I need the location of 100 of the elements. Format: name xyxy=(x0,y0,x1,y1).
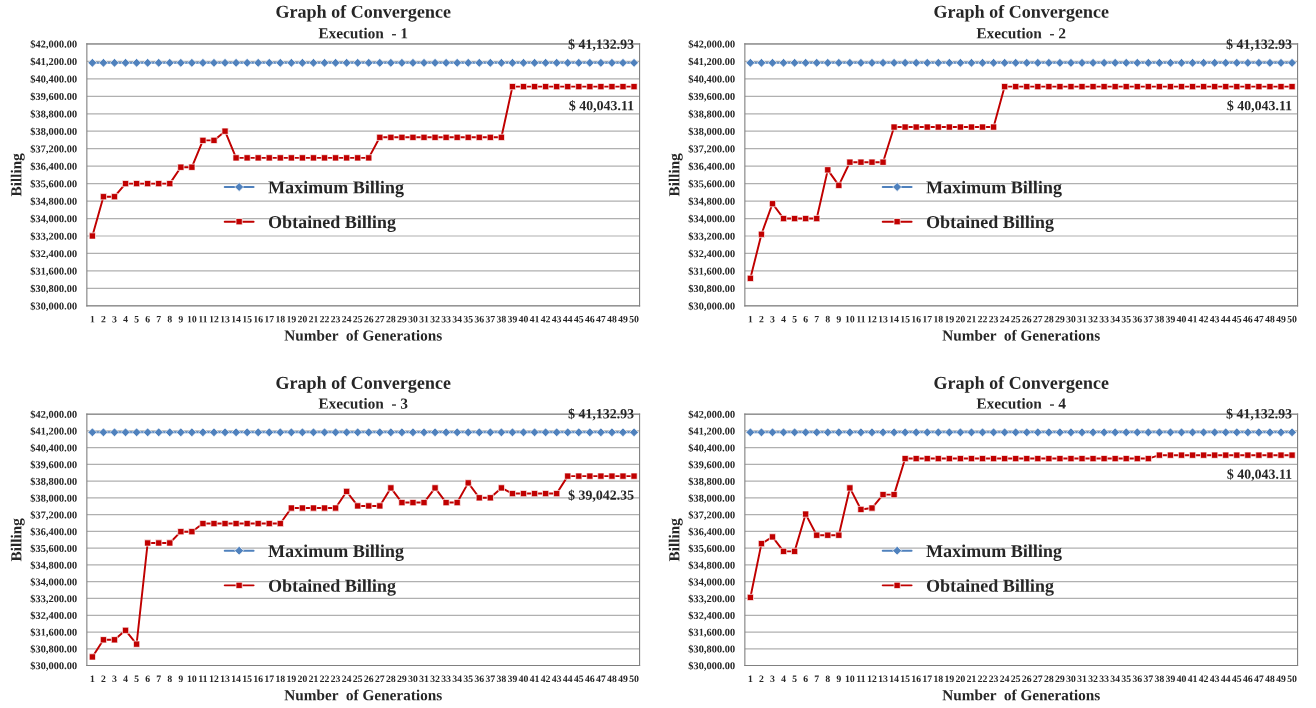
y-tick-label: $40,400.00 xyxy=(30,74,77,85)
x-tick-label: 26 xyxy=(364,675,374,683)
y-tick-label: $37,200.00 xyxy=(30,144,77,154)
x-tick-label: 28 xyxy=(1044,675,1054,683)
x-tick-label: 35 xyxy=(463,675,473,683)
x-tick-label: 20 xyxy=(955,675,965,683)
x-tick-label: 3 xyxy=(770,675,775,683)
y-tick-label: $42,000.00 xyxy=(688,39,735,50)
x-tick-label: 27 xyxy=(375,675,385,682)
x-tick-label: 49 xyxy=(618,315,628,323)
x-tick-label: 23 xyxy=(331,675,341,683)
legend-label: Maximum Billing xyxy=(926,544,1062,561)
x-tick-label: 37 xyxy=(1143,315,1153,323)
x-tick-label: 32 xyxy=(430,315,440,323)
y-tick-label: $34,800.00 xyxy=(688,561,735,571)
x-tick-label: 8 xyxy=(167,675,172,683)
x-tick-label: 7 xyxy=(156,315,161,323)
x-tick-label: 36 xyxy=(1132,315,1142,323)
x-tick-label: 6 xyxy=(145,315,150,323)
y-tick-label: $37,200.00 xyxy=(688,510,735,520)
x-tick-label: 13 xyxy=(220,315,230,323)
x-tick-label: 41 xyxy=(529,315,539,323)
x-tick-label: 23 xyxy=(989,315,999,323)
x-tick-label: 22 xyxy=(320,315,329,323)
x-tick-label: 33 xyxy=(1099,315,1109,323)
x-tick-label: 44 xyxy=(562,315,573,323)
y-tick-label: $30,800.00 xyxy=(688,284,735,294)
y-tick-label: $34,800.00 xyxy=(30,561,77,571)
x-tick-label: 25 xyxy=(353,675,363,683)
x-tick-label: 33 xyxy=(441,675,451,683)
x-tick-label: 4 xyxy=(781,675,786,682)
x-tick-label: 10 xyxy=(187,315,197,323)
x-tick-label: 46 xyxy=(585,315,595,323)
x-tick-label: 39 xyxy=(1165,675,1175,683)
x-tick-label: 18 xyxy=(276,315,285,323)
y-tick-label: $36,400.00 xyxy=(688,527,735,537)
y-axis-title: Billing xyxy=(10,518,25,562)
y-tick-label: $34,800.00 xyxy=(688,197,735,207)
x-tick-label: 47 xyxy=(596,315,606,323)
x-tick-label: 34 xyxy=(452,675,462,683)
y-tick-label: $35,600.00 xyxy=(30,544,77,554)
y-tick-label: $30,000.00 xyxy=(30,301,77,312)
point xyxy=(508,83,516,91)
x-tick-label: 1 xyxy=(90,675,95,682)
x-tick-label: 12 xyxy=(867,315,877,323)
x-tick-label: 27 xyxy=(1033,315,1043,323)
y-tick-label: $31,600.00 xyxy=(688,628,735,638)
x-tick-label: 42 xyxy=(1198,315,1209,323)
y-tick-label: $39,600.00 xyxy=(30,92,77,102)
legend-label: Maximum Billing xyxy=(268,544,404,561)
y-tick-label: $35,600.00 xyxy=(688,544,735,554)
x-tick-label: 43 xyxy=(551,315,562,323)
x-tick-label: 29 xyxy=(1055,315,1065,323)
x-tick-label: 7 xyxy=(156,675,161,682)
x-tick-label: 2 xyxy=(759,675,764,682)
x-tick-label: 40 xyxy=(1176,315,1186,323)
x-tick-label: 14 xyxy=(232,315,241,323)
x-tick-label: 30 xyxy=(408,315,418,323)
y-tick-label: $38,800.00 xyxy=(30,109,77,119)
x-tick-label: 1 xyxy=(90,315,95,323)
x-tick-label: 4 xyxy=(123,675,128,682)
x-tick-label: 16 xyxy=(912,315,921,323)
x-axis-title: Number of Generations xyxy=(942,689,1100,701)
x-tick-label: 45 xyxy=(1232,315,1242,323)
x-tick-label: 48 xyxy=(607,315,617,323)
x-tick-label: 5 xyxy=(134,675,139,683)
x-tick-label: 29 xyxy=(397,675,407,683)
x-axis-title: Number of Generations xyxy=(284,329,442,341)
annotation: $ 41,132.93 xyxy=(568,408,634,421)
x-tick-label: 25 xyxy=(1011,315,1021,323)
chart-subtitle: Execution - 3 xyxy=(318,398,408,409)
x-tick-label: 36 xyxy=(1132,675,1142,683)
x-tick-label: 10 xyxy=(845,675,855,683)
x-tick-label: 19 xyxy=(945,315,954,323)
x-tick-label: 7 xyxy=(814,675,819,682)
x-tick-label: 6 xyxy=(803,315,808,323)
y-tick-label: $31,600.00 xyxy=(30,267,77,277)
x-tick-label: 2 xyxy=(101,675,106,682)
x-tick-label: 32 xyxy=(1088,675,1098,683)
x-tick-label: 29 xyxy=(1055,675,1065,683)
x-tick-label: 28 xyxy=(386,675,396,683)
point xyxy=(990,455,998,463)
x-tick-label: 11 xyxy=(199,675,208,682)
x-tick-label: 44 xyxy=(562,675,573,682)
x-tick-label: 23 xyxy=(331,315,341,323)
y-tick-label: $33,200.00 xyxy=(30,232,77,242)
x-tick-label: 12 xyxy=(867,675,877,682)
point xyxy=(780,215,788,223)
x-tick-label: 12 xyxy=(209,675,219,682)
x-tick-label: 7 xyxy=(814,315,819,323)
legend-label: Obtained Billing xyxy=(268,579,396,596)
x-tick-label: 26 xyxy=(364,315,374,323)
x-tick-label: 42 xyxy=(1198,675,1209,682)
x-tick-label: 10 xyxy=(845,315,855,323)
x-tick-label: 22 xyxy=(978,315,987,323)
x-tick-label: 31 xyxy=(1077,675,1087,683)
x-tick-label: 39 xyxy=(1165,315,1175,323)
y-tick-label: $33,200.00 xyxy=(688,232,735,242)
x-axis-title: Number of Generations xyxy=(284,689,442,701)
x-tick-label: 15 xyxy=(243,675,252,683)
